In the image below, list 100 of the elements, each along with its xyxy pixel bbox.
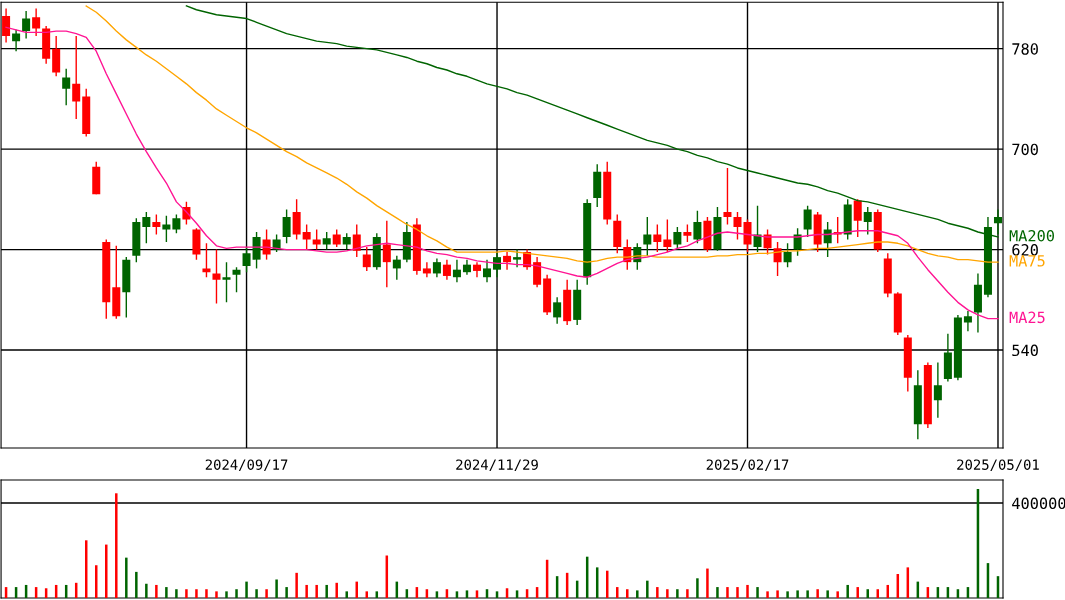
candlestick bbox=[853, 198, 862, 238]
candlestick bbox=[232, 266, 241, 293]
candlestick bbox=[963, 310, 972, 332]
bar bbox=[786, 591, 789, 598]
bar bbox=[626, 589, 629, 598]
bar bbox=[195, 589, 198, 598]
candlestick bbox=[222, 261, 231, 304]
candlestick bbox=[2, 7, 11, 44]
candlestick bbox=[62, 68, 71, 106]
candlestick bbox=[553, 296, 562, 325]
candlestick bbox=[32, 7, 41, 37]
candlestick bbox=[442, 258, 451, 281]
candlestick bbox=[142, 211, 151, 245]
bar bbox=[235, 589, 238, 598]
bar bbox=[856, 587, 859, 598]
bar bbox=[796, 590, 799, 598]
candlestick bbox=[212, 248, 221, 305]
bar bbox=[736, 587, 739, 598]
candlestick bbox=[933, 361, 942, 419]
bar bbox=[285, 587, 288, 598]
bar bbox=[355, 581, 358, 598]
candlestick bbox=[643, 216, 652, 257]
bar bbox=[185, 589, 188, 598]
candlestick bbox=[533, 256, 542, 288]
bar bbox=[165, 587, 168, 598]
x-tick-label: 2025/05/01 bbox=[957, 459, 1039, 472]
bar bbox=[265, 589, 268, 598]
series-label: MA75 bbox=[1009, 255, 1045, 267]
bar bbox=[866, 589, 869, 598]
bar bbox=[305, 584, 308, 598]
candlestick bbox=[202, 242, 211, 278]
bar bbox=[215, 591, 218, 598]
bar bbox=[806, 590, 809, 598]
candlestick bbox=[52, 35, 61, 77]
candlestick bbox=[823, 221, 832, 258]
candlestick bbox=[513, 248, 522, 268]
candlestick bbox=[252, 231, 261, 270]
bar bbox=[95, 565, 98, 598]
bar bbox=[696, 578, 699, 598]
bar bbox=[325, 584, 328, 598]
candlestick bbox=[422, 261, 431, 278]
candlestick bbox=[162, 214, 171, 243]
candlestick bbox=[302, 223, 311, 251]
bar bbox=[826, 590, 829, 598]
candlestick bbox=[733, 211, 742, 241]
candlestick bbox=[362, 246, 371, 272]
bar bbox=[656, 587, 659, 598]
candlestick bbox=[503, 251, 512, 271]
series-label: MA200 bbox=[1009, 229, 1055, 242]
candlestick bbox=[803, 204, 812, 238]
candlestick bbox=[663, 218, 672, 253]
bar bbox=[726, 587, 729, 598]
candlestick bbox=[152, 213, 161, 236]
bar bbox=[846, 584, 849, 598]
series-label: MA25 bbox=[1009, 311, 1045, 324]
bar bbox=[335, 582, 338, 598]
y-tick-label: 780 bbox=[1012, 43, 1038, 55]
bar bbox=[345, 591, 348, 598]
bar bbox=[666, 589, 669, 598]
bar bbox=[706, 568, 709, 598]
candlestick bbox=[673, 226, 682, 251]
bar bbox=[255, 589, 258, 598]
candlestick bbox=[452, 258, 461, 283]
candlestick bbox=[863, 206, 872, 236]
bar bbox=[776, 590, 779, 598]
bar bbox=[275, 579, 278, 598]
x-tick-label: 2024/09/17 bbox=[205, 459, 288, 472]
bar bbox=[756, 587, 759, 598]
bar bbox=[636, 590, 639, 598]
candlestick bbox=[72, 35, 81, 120]
y-tick-label: 700 bbox=[1012, 143, 1038, 156]
candlestick bbox=[483, 258, 492, 283]
candlestick bbox=[382, 220, 391, 288]
bar bbox=[205, 589, 208, 598]
bar bbox=[245, 581, 248, 598]
bar bbox=[175, 589, 178, 598]
y-tick-label: 620 bbox=[1012, 244, 1038, 256]
bar bbox=[746, 584, 749, 598]
bar bbox=[145, 583, 148, 598]
bar bbox=[105, 544, 108, 598]
bar bbox=[125, 557, 128, 598]
bar bbox=[135, 571, 138, 598]
bar bbox=[115, 493, 118, 598]
bar bbox=[816, 589, 819, 598]
candlestick bbox=[172, 213, 181, 234]
bar bbox=[676, 589, 679, 598]
candlestick bbox=[493, 251, 502, 278]
candlestick bbox=[312, 228, 321, 251]
candlestick bbox=[653, 223, 662, 253]
candlestick bbox=[723, 167, 732, 226]
candlestick bbox=[743, 218, 752, 253]
bar bbox=[766, 591, 769, 598]
candlestick bbox=[282, 208, 291, 245]
bar bbox=[295, 572, 298, 598]
bar bbox=[616, 587, 619, 598]
y-tick-label: 400000 bbox=[1012, 497, 1065, 510]
candlestick bbox=[12, 29, 21, 52]
bar bbox=[155, 584, 158, 598]
bar bbox=[716, 587, 719, 598]
candlestick bbox=[432, 257, 441, 278]
